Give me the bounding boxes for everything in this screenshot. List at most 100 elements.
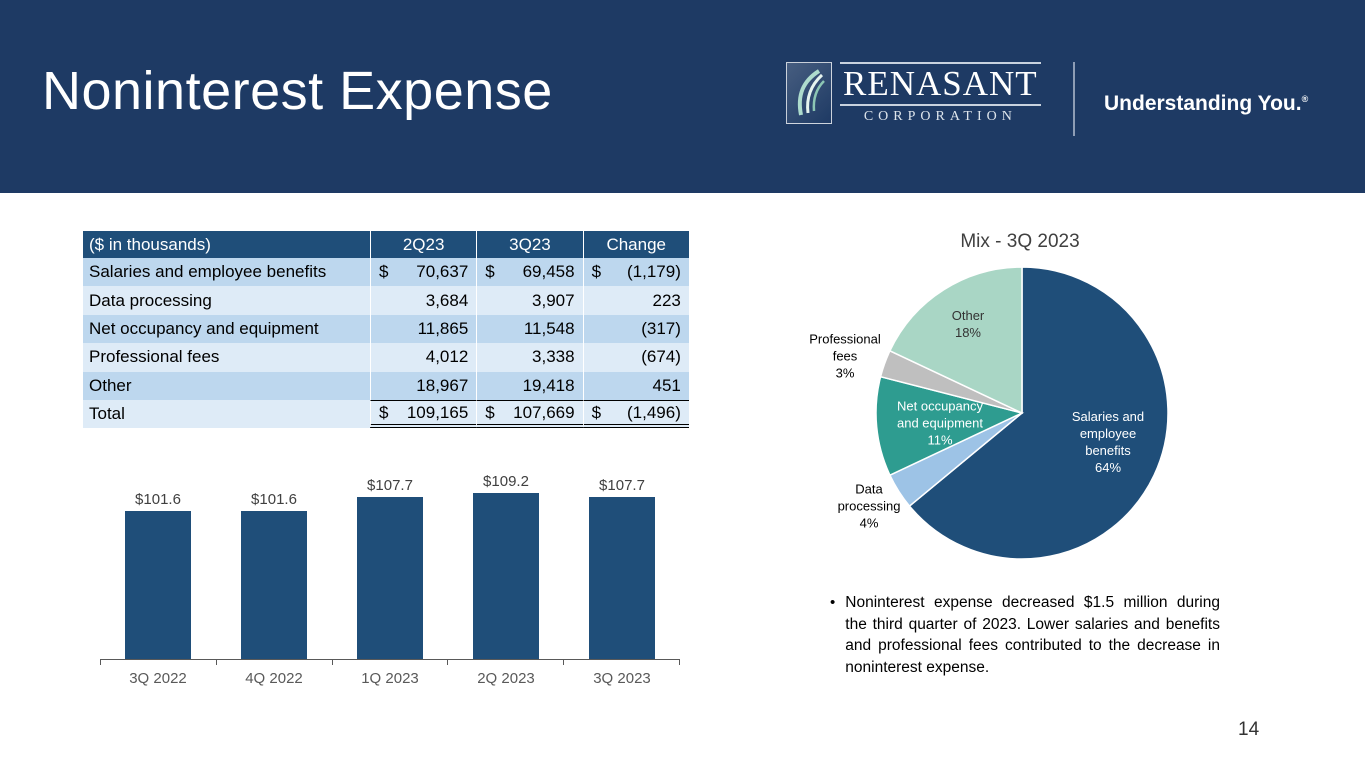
x-tick-label: 2Q 2023 <box>477 670 535 687</box>
pie-label-professional-fees: Professional fees 3% <box>809 331 881 381</box>
table-cell: 3,338 <box>476 343 582 372</box>
row-label: Net occupancy and equipment <box>89 318 319 338</box>
table-cell: 18,967 <box>370 371 476 400</box>
table-cell: 11,865 <box>370 314 476 344</box>
bullet-marker: • <box>830 594 836 611</box>
table-cell: 3,907 <box>476 286 582 315</box>
row-label: Total <box>89 404 125 424</box>
bar-group: $107.7 <box>564 477 680 659</box>
table-cell: $107,669 <box>476 399 583 429</box>
dollar-sign: $ <box>485 262 495 282</box>
cell-value: 3,684 <box>425 290 469 310</box>
table-total-row: Total $109,165 $107,669 $ (1,496) <box>83 399 689 429</box>
bar-plot-area: $101.6 $101.6 $107.7 $109.2 $107.7 <box>100 464 680 660</box>
x-axis-labels: 3Q 2022 4Q 2022 1Q 2023 2Q 2023 3Q 2023 <box>100 670 680 687</box>
leaf-icon-graphic <box>797 69 825 116</box>
logo-text: RENASANT CORPORATION <box>840 62 1041 125</box>
pie-label-net-occupancy: Net occupancy and equipment 11% <box>896 398 984 448</box>
table-cell: 223 <box>582 286 689 315</box>
cell-value: 3,907 <box>532 290 575 310</box>
x-tick-label: 1Q 2023 <box>361 670 419 687</box>
logo-subtitle: CORPORATION <box>863 108 1017 124</box>
cell-value: 223 <box>652 290 681 310</box>
expense-table: ($ in thousands) 2Q23 3Q23 Change Salari… <box>83 231 689 429</box>
commentary-bullet: • Noninterest expense decreased $1.5 mil… <box>830 592 1220 679</box>
table-cell: 451 <box>582 371 689 400</box>
bar-group: $101.6 <box>216 491 332 659</box>
table-row: Salaries and employee benefits $70,637 $… <box>83 258 689 287</box>
x-axis-ticks <box>100 660 680 665</box>
pie-chart: Mix - 3Q 2023 Salaries and employee bene… <box>790 225 1250 575</box>
pie-slice <box>908 266 1169 560</box>
pie-label-salaries: Salaries and employee benefits 64% <box>1071 409 1145 475</box>
renasant-leaf-icon <box>786 62 832 124</box>
table-header-cell: 3Q23 <box>476 231 582 258</box>
cell-value: 11,865 <box>417 318 469 338</box>
bar-value-label: $101.6 <box>135 491 181 508</box>
table-cell: (674) <box>582 343 689 372</box>
cell-value: 11,548 <box>523 318 575 338</box>
cell-value: 70,637 <box>416 262 469 282</box>
table-row: Other 18,967 19,418 451 <box>83 371 689 400</box>
table-cell: (317) <box>582 314 689 344</box>
cell-value: (1,496) <box>627 402 681 422</box>
table-cell: 4,012 <box>370 343 476 372</box>
bar <box>473 493 539 659</box>
cell-value: (674) <box>641 347 681 367</box>
table-cell: $70,637 <box>370 258 476 287</box>
table-cell: 11,548 <box>476 314 582 344</box>
x-tick-label: 4Q 2022 <box>245 670 303 687</box>
pie-label-other: Other 18% <box>951 308 985 340</box>
pie-slice <box>888 266 1023 415</box>
bullet-text: Noninterest expense decreased $1.5 milli… <box>845 594 1220 677</box>
bar-group: $101.6 <box>100 491 216 659</box>
tagline-text: Understanding You. <box>1104 92 1302 115</box>
dollar-sign: $ <box>379 402 389 422</box>
bar-value-label: $101.6 <box>251 491 297 508</box>
pie-graphic <box>875 266 1169 560</box>
dollar-sign: $ <box>485 402 495 422</box>
bar-value-label: $107.7 <box>599 477 645 494</box>
cell-value: (317) <box>641 318 681 338</box>
row-label: Data processing <box>89 290 212 310</box>
table-header-cell: Change <box>582 231 689 258</box>
pie-slice <box>875 375 1025 477</box>
table-header-cell: ($ in thousands) <box>89 234 211 254</box>
cell-value: 19,418 <box>522 375 575 395</box>
table-cell: $ (1,496) <box>582 399 689 429</box>
tagline: Understanding You.® <box>1104 92 1308 116</box>
table-cell: $ (1,179) <box>582 258 689 287</box>
bar <box>357 497 423 659</box>
table-cell: $109,165 <box>370 399 477 429</box>
page-number: 14 <box>1238 719 1260 740</box>
table-cell: $69,458 <box>476 258 582 287</box>
table-row: Professional fees 4,012 3,338 (674) <box>83 343 689 372</box>
pie-chart-title: Mix - 3Q 2023 <box>960 231 1080 252</box>
bar-value-label: $107.7 <box>367 477 413 494</box>
row-label: Professional fees <box>89 347 220 367</box>
dollar-sign: $ <box>591 402 602 422</box>
cell-value: 109,165 <box>406 402 469 422</box>
table-cell: 3,684 <box>370 286 476 315</box>
bar <box>241 511 307 659</box>
pie-label-data-processing: Data processing 4% <box>837 481 901 531</box>
dollar-sign: $ <box>379 262 389 282</box>
cell-value: 69,458 <box>522 262 575 282</box>
header-band: Noninterest Expense RENASANT CORPORATION… <box>0 0 1365 193</box>
bar-group: $107.7 <box>332 477 448 659</box>
cell-value: (1,179) <box>627 262 681 282</box>
x-tick-label: 3Q 2023 <box>593 670 651 687</box>
table-header-row: ($ in thousands) 2Q23 3Q23 Change <box>83 231 689 258</box>
table-row: Data processing 3,684 3,907 223 <box>83 286 689 315</box>
dollar-sign: $ <box>591 262 602 282</box>
trademark-symbol: ® <box>1301 94 1309 104</box>
table-cell: 19,418 <box>476 371 582 400</box>
renasant-logo: RENASANT CORPORATION <box>786 62 1041 125</box>
table-header-cell: 2Q23 <box>370 231 476 258</box>
bar-chart: $101.6 $101.6 $107.7 $109.2 $107.7 3Q 2 <box>100 464 680 687</box>
row-label: Other <box>89 375 132 395</box>
bar-value-label: $109.2 <box>483 473 529 490</box>
cell-value: 3,338 <box>532 347 575 367</box>
table-row: Net occupancy and equipment 11,865 11,54… <box>83 314 689 344</box>
